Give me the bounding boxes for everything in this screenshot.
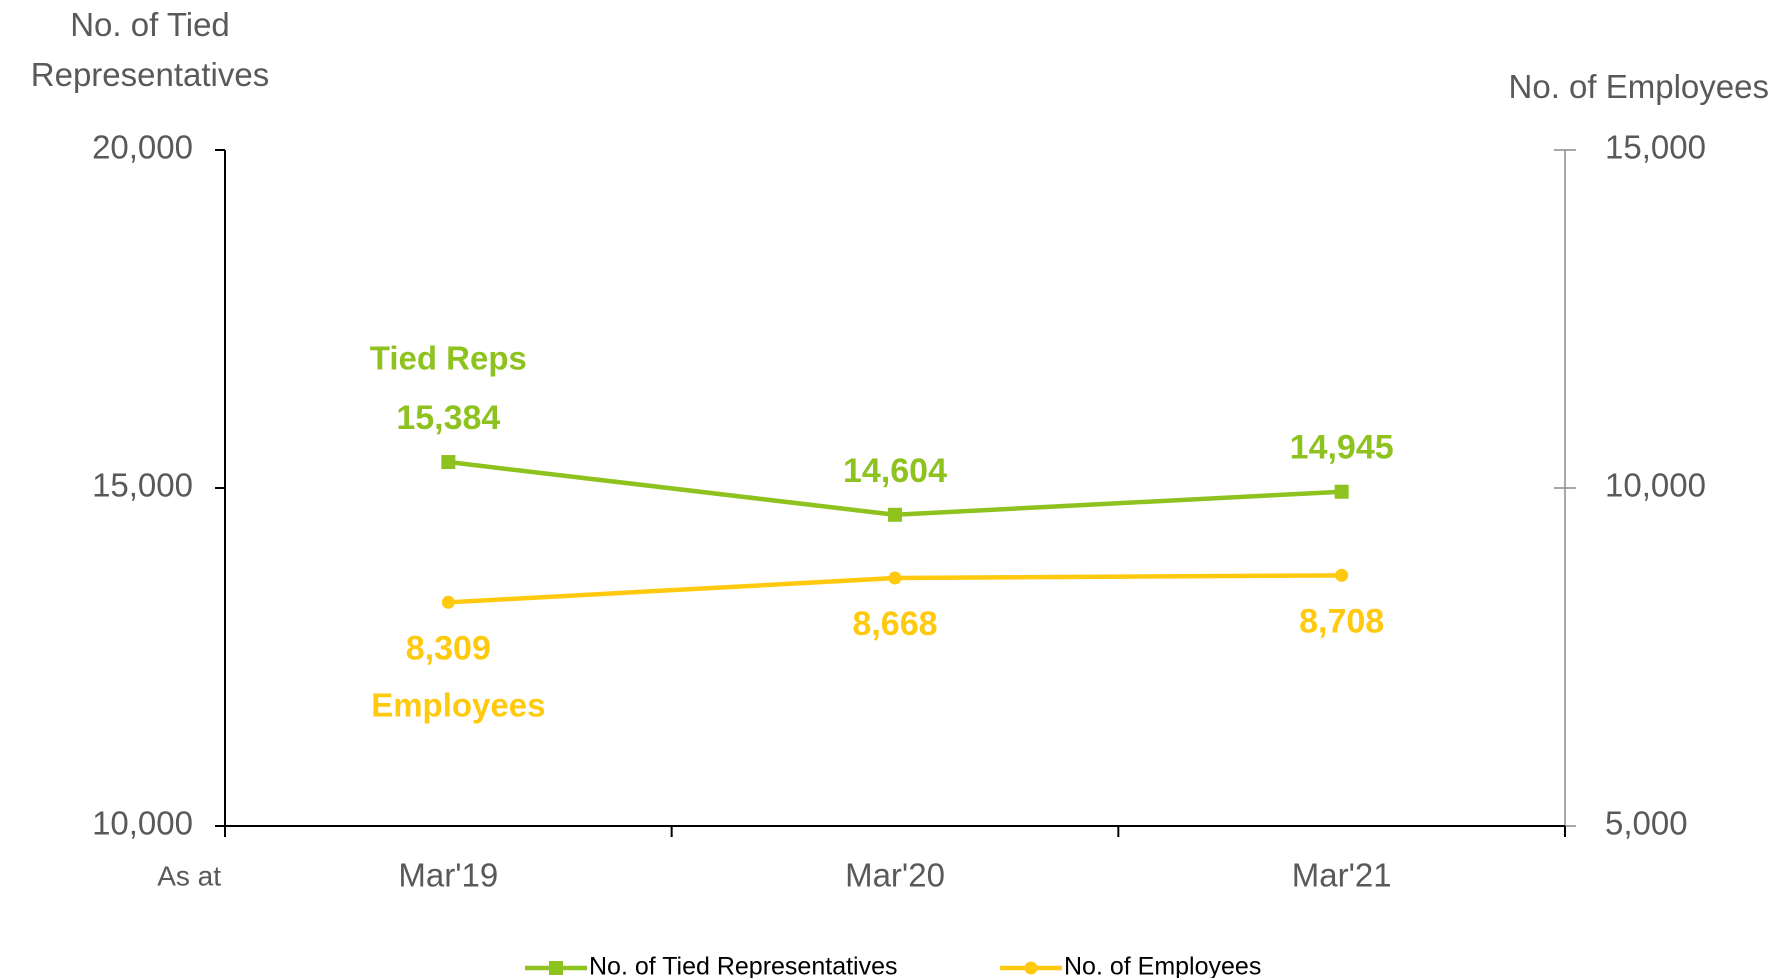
- x-tick-label: Mar'21: [1292, 857, 1392, 894]
- marker: [441, 595, 455, 609]
- x-tick-label: Mar'19: [398, 857, 498, 894]
- y-tick-label: 15,000: [92, 467, 193, 504]
- x-axis-title: As at: [157, 860, 221, 891]
- annotation: Tied Reps: [370, 340, 527, 377]
- data-label: 8,309: [406, 629, 491, 667]
- legend-label: No. of Tied Representatives: [589, 953, 898, 978]
- marker: [441, 455, 456, 470]
- legend-marker: [1024, 961, 1038, 975]
- y-tick-label: 20,000: [92, 129, 193, 166]
- y-tick-label: 10,000: [92, 805, 193, 842]
- annotation: Employees: [371, 687, 545, 724]
- y2-tick-label: 5,000: [1605, 805, 1688, 842]
- marker: [1335, 568, 1349, 582]
- x-tick-label: Mar'20: [845, 857, 945, 894]
- marker: [888, 571, 902, 585]
- y2-tick-label: 10,000: [1605, 467, 1706, 504]
- y2-axis-title: No. of Employees: [1508, 68, 1769, 105]
- data-label: 8,668: [852, 605, 937, 643]
- data-label: 14,604: [843, 452, 947, 490]
- legend-marker: [549, 961, 563, 975]
- y2-tick-label: 15,000: [1605, 129, 1706, 166]
- legend-label: No. of Employees: [1064, 953, 1261, 978]
- marker: [1334, 484, 1349, 499]
- data-label: 14,945: [1290, 429, 1394, 467]
- data-label: 8,708: [1299, 602, 1384, 640]
- marker: [888, 507, 902, 522]
- y-axis-title: No. of Tied Representatives: [30, 6, 270, 93]
- data-label: 15,384: [396, 399, 500, 437]
